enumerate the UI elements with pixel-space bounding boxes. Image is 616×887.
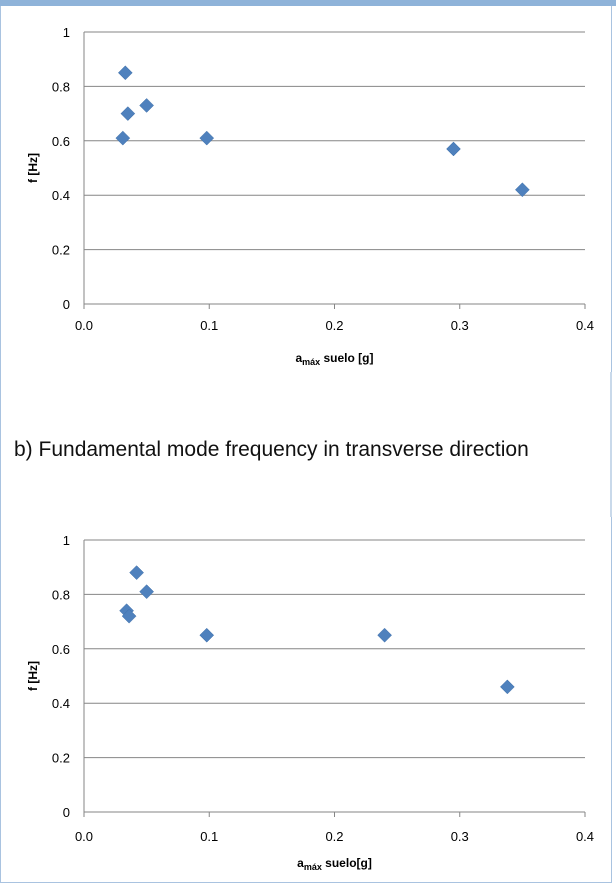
data-point-marker: [120, 106, 136, 121]
data-point-marker: [515, 182, 530, 198]
data-point-marker: [115, 130, 131, 146]
chart-b-svg: 0 0.2 0.4 0.6 0.8 1 0.0 0.1 0.2 0.3 0.4 f [Hz] amáx …: [26, 533, 594, 872]
x-tick-label: 0.3: [451, 829, 469, 844]
y-axis-title: f [Hz]: [26, 661, 40, 691]
chart-b-caption: b) Fundamental mode frequency in transve…: [14, 438, 529, 461]
x-tick-label: 0.1: [200, 829, 218, 844]
chart-panel-a: 0 0.2 0.4 0.6 0.8 1 0.0 0.1 0.2 0.3 0.4 f [Hz] amáx …: [0, 0, 616, 380]
x-axis-title: amáx suelo[g]: [297, 856, 372, 872]
x-tick-label: 0.0: [75, 318, 93, 333]
y-tick-label: 1: [63, 25, 70, 40]
data-point-marker: [377, 627, 392, 643]
y-tick-label: 0.4: [52, 188, 70, 203]
y-tick-label: 1: [63, 533, 70, 548]
data-point-marker: [121, 608, 137, 624]
frame-edge-mark: [610, 372, 612, 517]
data-point-marker: [199, 627, 215, 643]
data-point-marker: [117, 65, 133, 81]
y-tick-label: 0.2: [52, 751, 70, 766]
y-tick-label: 0.2: [52, 243, 70, 258]
data-point-marker: [499, 679, 515, 695]
x-axis-title: amáx suelo [g]: [295, 351, 373, 367]
x-tick-label: 0.2: [325, 318, 343, 333]
y-tick-label: 0: [63, 297, 70, 312]
x-tick-label: 0.3: [451, 318, 469, 333]
data-point-marker: [129, 565, 144, 580]
top-accent-bar: [0, 0, 616, 6]
y-tick-label: 0.6: [52, 134, 70, 149]
y-tick-label: 0.6: [52, 642, 70, 657]
data-point-marker: [199, 130, 215, 146]
y-tick-label: 0: [63, 805, 70, 820]
y-tick-label: 0.8: [52, 587, 70, 602]
chart-a-svg: 0 0.2 0.4 0.6 0.8 1 0.0 0.1 0.2 0.3 0.4 f [Hz] amáx …: [26, 25, 594, 367]
x-tick-label: 0.4: [576, 318, 594, 333]
x-tick-label: 0.2: [325, 829, 343, 844]
y-tick-label: 0.4: [52, 696, 70, 711]
x-tick-label: 0.1: [200, 318, 218, 333]
data-point-marker: [446, 141, 461, 157]
data-point-marker: [139, 98, 154, 113]
y-axis-title: f [Hz]: [26, 153, 40, 183]
x-tick-label: 0.4: [576, 829, 594, 844]
x-tick-label: 0.0: [75, 829, 93, 844]
y-tick-label: 0.8: [52, 79, 70, 94]
chart-panel-b: 0 0.2 0.4 0.6 0.8 1 0.0 0.1 0.2 0.3 0.4 f [Hz] amáx …: [0, 500, 616, 883]
data-point-marker: [139, 584, 154, 600]
